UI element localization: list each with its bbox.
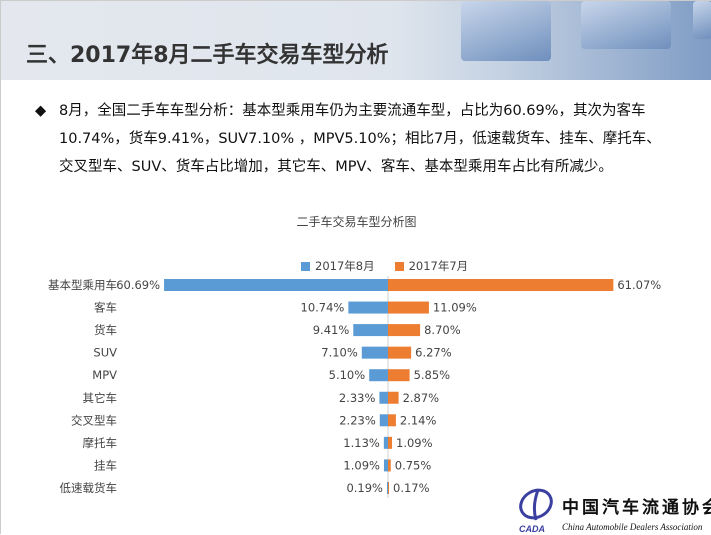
category-label: SUV: [93, 346, 117, 360]
category-label: 其它车: [83, 391, 118, 405]
bar-jul: [388, 391, 399, 404]
summary-paragraph: ◆ 8月，全国二手车车型分析：基本型乘用车仍为主要流通车型，占比为60.69%，…: [35, 97, 675, 181]
data-label-jul: 2.87%: [403, 391, 440, 405]
bar-aug: [369, 369, 388, 382]
data-label-jul: 11.09%: [433, 301, 477, 315]
bar-aug: [383, 459, 388, 472]
bar-aug: [379, 414, 388, 427]
bar-jul: [388, 414, 396, 427]
data-label-jul: 0.17%: [393, 481, 430, 495]
data-label-jul: 5.85%: [414, 368, 451, 382]
data-label-jul: 2.14%: [400, 413, 437, 427]
category-label: 摩托车: [83, 436, 118, 450]
data-label-aug: 9.41%: [313, 323, 350, 337]
bar-aug: [164, 279, 388, 291]
bar-jul: [388, 369, 410, 382]
bar-aug: [353, 324, 388, 337]
category-label: 交叉型车: [71, 413, 117, 427]
header-banner: [1, 1, 711, 80]
data-label-aug: 5.10%: [329, 368, 366, 382]
data-label-aug: 0.19%: [346, 481, 383, 495]
legend-label: 2017年8月: [315, 259, 375, 273]
data-label-jul: 61.07%: [617, 278, 661, 292]
bar-jul: [388, 459, 391, 472]
bullet-icon: ◆: [35, 103, 47, 119]
bar-aug: [383, 436, 388, 449]
chart-legend: 2017年8月 2017年7月: [301, 258, 468, 274]
legend-swatch: [301, 262, 310, 271]
legend-item-aug: 2017年8月: [301, 258, 375, 274]
data-label-aug: 10.74%: [301, 301, 345, 315]
category-label: 挂车: [94, 458, 117, 472]
data-label-jul: 1.09%: [396, 436, 433, 450]
data-label-aug: 7.10%: [321, 346, 358, 360]
category-label: 基本型乘用车: [48, 278, 117, 292]
bar-jul: [388, 436, 393, 449]
category-label: 低速载货车: [60, 481, 118, 495]
data-label-jul: 8.70%: [424, 323, 461, 337]
legend-label: 2017年7月: [408, 259, 469, 273]
decorative-cube: [693, 1, 711, 39]
data-label-aug: 60.69%: [116, 278, 160, 292]
data-label-jul: 6.27%: [415, 346, 452, 360]
bar-jul: [388, 301, 429, 314]
data-label-aug: 1.09%: [343, 458, 380, 472]
bar-jul: [388, 279, 614, 291]
bar-jul: [388, 324, 421, 337]
chart-title: 二手车交易车型分析图: [296, 215, 417, 229]
bar-aug: [361, 346, 388, 359]
svg-text:China Automobile Dealers Assoc: China Automobile Dealers Association: [562, 522, 703, 532]
bar-aug: [379, 391, 388, 404]
data-label-aug: 1.13%: [343, 436, 380, 450]
summary-text: 8月，全国二手车车型分析：基本型乘用车仍为主要流通车型，占比为60.69%，其次…: [59, 103, 661, 175]
legend-item-jul: 2017年7月: [394, 258, 469, 274]
data-label-jul: 0.75%: [395, 458, 432, 472]
svg-text:CADA: CADA: [519, 524, 545, 534]
legend-swatch: [394, 262, 404, 271]
data-label-aug: 2.33%: [339, 391, 376, 405]
cada-logo: CADA 中国汽车流通协会 China Automobile Dealers A…: [519, 488, 711, 534]
bar-aug: [387, 481, 388, 494]
svg-text:中国汽车流通协会: 中国汽车流通协会: [562, 497, 711, 518]
data-label-aug: 2.23%: [339, 413, 376, 427]
bar-jul: [388, 481, 389, 494]
category-label: 客车: [94, 301, 117, 315]
page-title: 三、2017年8月二手车交易车型分析: [26, 43, 389, 68]
category-label: 货车: [94, 323, 117, 337]
decorative-cube: [461, 1, 551, 61]
decorative-cube: [581, 1, 671, 49]
bar-jul: [388, 346, 412, 359]
category-label: MPV: [92, 368, 117, 382]
bar-aug: [348, 301, 388, 314]
